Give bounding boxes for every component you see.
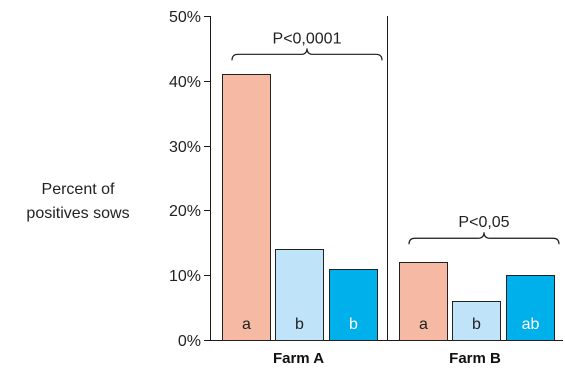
bar-letter-label: b <box>295 316 304 333</box>
bar <box>329 269 378 341</box>
significance-bracket <box>231 48 383 61</box>
bars: a b b a b ab <box>222 74 555 341</box>
significance-bracket <box>408 232 560 245</box>
bar-letter-label: a <box>419 316 428 333</box>
significance-label: P<0,05 <box>458 214 509 231</box>
bar <box>399 262 448 341</box>
y-tick-label: 50% <box>169 9 201 26</box>
bar <box>452 301 501 341</box>
y-axis-ticks: 0% 10% 20% 30% 40% 50% <box>169 9 210 350</box>
bar-letter-label: a <box>242 316 251 333</box>
bar-letter-label: ab <box>522 316 540 333</box>
y-axis-label: Percent of positives sows <box>26 181 129 222</box>
bar-letter-label: b <box>472 316 481 333</box>
bar <box>222 74 271 341</box>
bar <box>506 275 555 341</box>
y-tick-label: 20% <box>169 203 201 220</box>
y-tick-label: 30% <box>169 139 201 156</box>
x-axis-group-label: Farm A <box>273 350 324 367</box>
bar <box>275 249 324 341</box>
x-axis-group-label: Farm B <box>449 350 501 367</box>
y-tick-label: 0% <box>178 333 201 350</box>
bar-letter-label: b <box>349 316 358 333</box>
significance-brackets: P<0,0001 P<0,05 <box>231 30 560 245</box>
y-tick-label: 10% <box>169 268 201 285</box>
y-axis-label-line-1: Percent of <box>42 181 115 198</box>
group-labels: Farm A Farm B <box>273 350 501 367</box>
y-tick-label: 40% <box>169 74 201 91</box>
y-axis-label-line-2: positives sows <box>26 205 129 222</box>
significance-label: P<0,0001 <box>273 30 342 47</box>
